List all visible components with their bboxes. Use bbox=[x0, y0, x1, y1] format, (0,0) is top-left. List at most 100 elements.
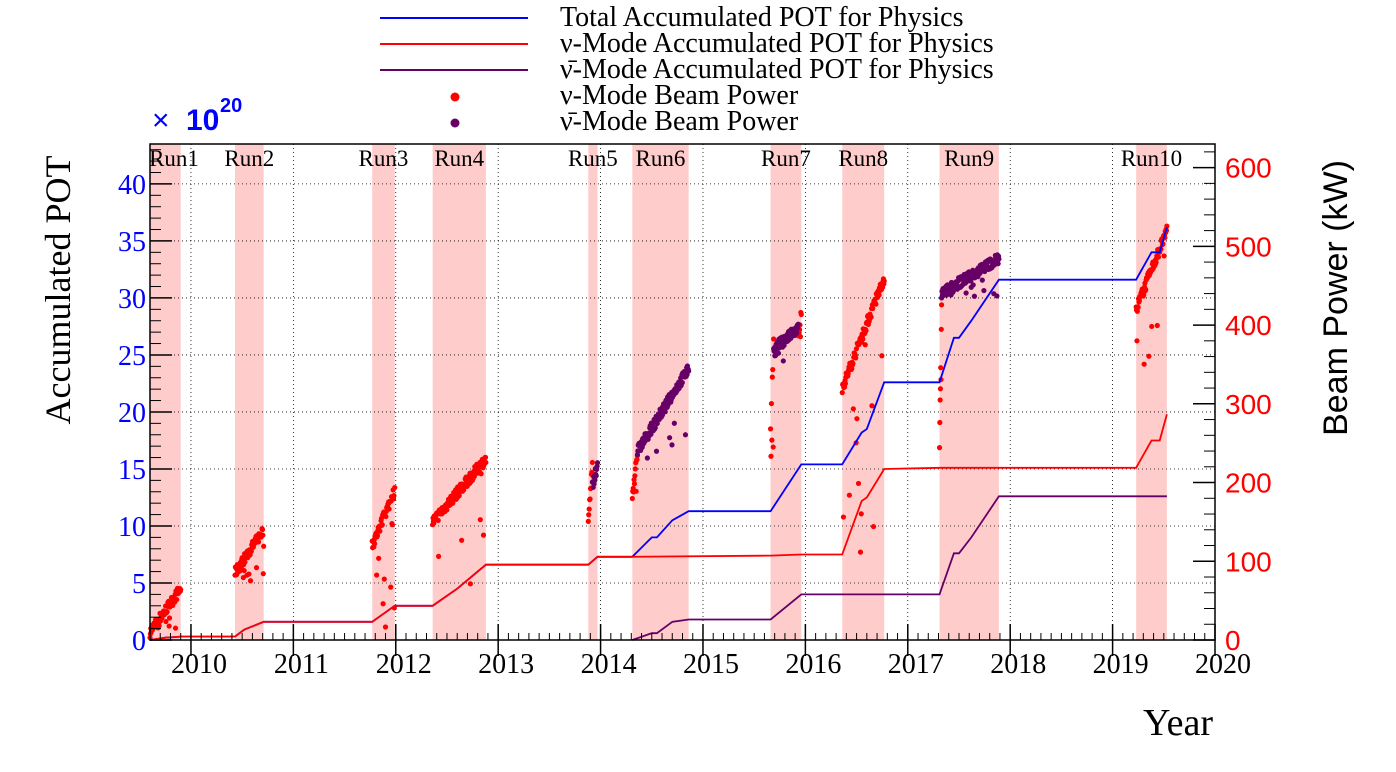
nubar-mode-beam-power-point bbox=[981, 287, 987, 294]
nu-mode-beam-power-point bbox=[853, 355, 859, 361]
nu-mode-beam-power-point bbox=[853, 346, 860, 352]
nubar-mode-beam-power-point bbox=[995, 261, 1001, 267]
nu-mode-beam-power-point bbox=[1164, 223, 1170, 229]
nu-mode-beam-power-point bbox=[769, 374, 775, 380]
nu-mode-beam-power-point bbox=[938, 365, 944, 371]
nu-mode-beam-power-point bbox=[938, 302, 945, 308]
legend-marker-swatch bbox=[450, 92, 460, 102]
nu-mode-beam-power-point bbox=[771, 336, 777, 342]
nu-mode-beam-power-point bbox=[631, 477, 637, 483]
nu-mode-beam-power-point bbox=[937, 397, 943, 403]
x-tick-label: 2020 bbox=[1195, 649, 1251, 680]
nu-mode-beam-power-point bbox=[870, 305, 876, 312]
nu-mode-beam-power-point bbox=[377, 528, 383, 534]
nubar-mode-beam-power-point bbox=[971, 293, 978, 299]
y-right-tick-label: 400 bbox=[1225, 310, 1272, 341]
nu-mode-beam-power-point bbox=[855, 480, 862, 487]
nu-mode-beam-power-point bbox=[379, 522, 385, 528]
run-label-5: Run5 bbox=[568, 146, 618, 171]
nu-mode-beam-power-point bbox=[1161, 253, 1167, 259]
nubar-mode-beam-power-point bbox=[652, 425, 658, 431]
nu-mode-beam-power-point bbox=[261, 543, 267, 549]
nu-mode-beam-power-point bbox=[467, 581, 473, 587]
legend-label: ν̄-Mode Accumulated POT for Physics bbox=[560, 54, 994, 85]
y-axis-left-label: Accumulated POT bbox=[38, 156, 78, 425]
nu-mode-beam-power-point bbox=[585, 518, 591, 524]
nubar-mode-beam-power-point bbox=[682, 432, 689, 438]
legend-label: ν-Mode Beam Power bbox=[560, 80, 799, 111]
nubar-mode-beam-power-point bbox=[794, 329, 800, 335]
nu-mode-beam-power-point bbox=[178, 587, 184, 593]
nu-mode-beam-power-point bbox=[797, 334, 804, 340]
y-left-tick-label: 25 bbox=[118, 341, 146, 372]
x-tick-label: 2015 bbox=[683, 649, 739, 680]
nu-mode-beam-power-point bbox=[383, 513, 389, 520]
nu-mode-beam-power-point bbox=[381, 576, 387, 582]
nu-mode-beam-power-point bbox=[1134, 338, 1140, 344]
x-tick-label: 2012 bbox=[376, 649, 432, 680]
nu-mode-beam-power-point bbox=[587, 496, 593, 502]
nu-mode-beam-power-point bbox=[388, 584, 394, 590]
nu-mode-beam-power-point bbox=[839, 390, 845, 396]
multiplier-symbol: × bbox=[152, 104, 170, 137]
nubar-mode-beam-power-point bbox=[679, 380, 685, 386]
run-label-3: Run3 bbox=[359, 146, 409, 171]
nu-mode-beam-power-point bbox=[769, 437, 775, 443]
nu-mode-beam-power-point bbox=[881, 278, 887, 284]
y-right-tick-label: 200 bbox=[1225, 468, 1272, 499]
nu-mode-beam-power-point bbox=[629, 495, 635, 502]
multiplier-exponent: 20 bbox=[220, 95, 242, 117]
y-left-tick-label: 40 bbox=[118, 170, 146, 201]
nu-mode-beam-power-point bbox=[842, 380, 849, 387]
run-band-6 bbox=[632, 144, 689, 640]
nubar-mode-beam-power-point bbox=[970, 282, 976, 288]
nu-mode-beam-power-point bbox=[840, 514, 847, 520]
nu-mode-beam-power-point bbox=[589, 459, 595, 466]
nu-mode-beam-power-point bbox=[770, 366, 776, 373]
y-left-tick-label: 0 bbox=[132, 626, 146, 657]
x-axis-label: Year bbox=[1143, 702, 1213, 744]
nu-mode-beam-power-point bbox=[857, 549, 864, 555]
nu-mode-beam-power-point bbox=[374, 532, 381, 539]
y-left-tick-label: 30 bbox=[118, 284, 146, 315]
nu-mode-beam-power-point bbox=[380, 601, 386, 607]
run-band-8 bbox=[842, 144, 885, 640]
nubar-mode-beam-power-point bbox=[775, 350, 782, 356]
x-tick-label: 2016 bbox=[785, 649, 841, 680]
run-band-4 bbox=[432, 144, 486, 640]
nu-mode-beam-power-point bbox=[863, 328, 869, 334]
run-bands bbox=[150, 144, 1167, 640]
nubar-mode-beam-power-point bbox=[662, 409, 668, 415]
nu-mode-beam-power-point bbox=[1141, 361, 1147, 367]
nu-mode-beam-power-point bbox=[163, 618, 169, 625]
nu-mode-beam-power-point bbox=[174, 596, 180, 603]
nu-mode-beam-power-point bbox=[435, 517, 441, 523]
nu-mode-beam-power-point bbox=[259, 526, 266, 533]
nubar-mode-beam-power-point bbox=[780, 358, 786, 364]
nu-mode-beam-power-point bbox=[1141, 292, 1147, 298]
legend: Total Accumulated POT for Physicsν-Mode … bbox=[380, 2, 994, 137]
x-tick-label: 2014 bbox=[581, 649, 637, 680]
nu-mode-beam-power-point bbox=[444, 507, 450, 513]
nu-mode-pot-line bbox=[149, 413, 1168, 641]
nubar-mode-beam-power-point bbox=[979, 277, 985, 283]
nubar-mode-beam-power-point bbox=[666, 435, 673, 441]
axis-multiplier: × 10 20 bbox=[152, 95, 242, 137]
nubar-mode-beam-power-point bbox=[593, 473, 599, 479]
nu-mode-beam-power-point bbox=[879, 353, 885, 359]
nu-mode-beam-power-point bbox=[461, 487, 467, 493]
run-label-2: Run2 bbox=[224, 146, 274, 171]
y-left-tick-label: 20 bbox=[118, 398, 146, 429]
nu-mode-beam-power-point bbox=[164, 609, 170, 615]
legend-label: ν-Mode Accumulated POT for Physics bbox=[560, 28, 994, 59]
nubar-mode-beam-power-point bbox=[963, 290, 969, 296]
nu-mode-beam-power-point bbox=[938, 326, 944, 332]
nu-mode-beam-power-point bbox=[850, 360, 856, 367]
nu-mode-beam-power-point bbox=[634, 456, 640, 463]
nu-mode-beam-power-point bbox=[374, 572, 380, 578]
run-band-10 bbox=[1136, 144, 1167, 640]
nu-mode-beam-power-point bbox=[482, 454, 489, 460]
nu-mode-beam-power-point bbox=[937, 419, 943, 426]
nu-mode-beam-power-point bbox=[876, 292, 882, 298]
grid-lines bbox=[150, 144, 1215, 640]
